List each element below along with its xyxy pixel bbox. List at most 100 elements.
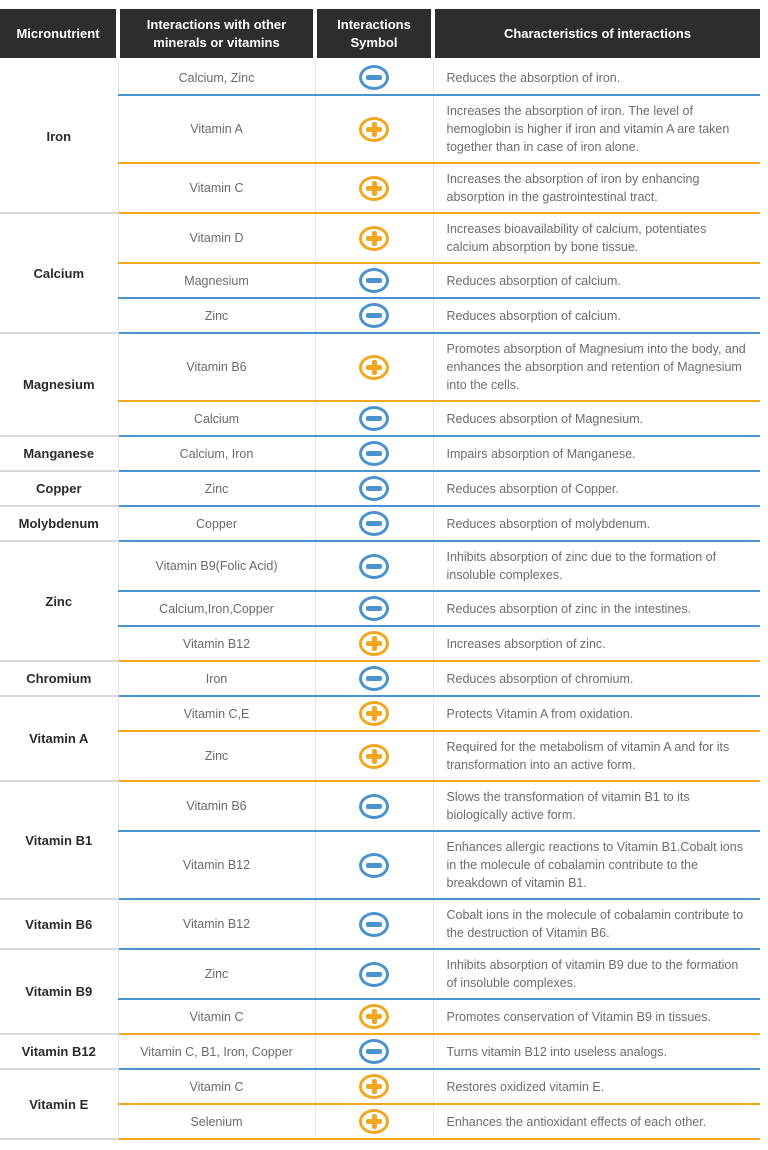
symbol-cell xyxy=(314,401,433,438)
micronutrient-cell: Vitamin B1 xyxy=(0,781,118,901)
characteristic-cell: Cobalt ions in the molecule of cobalamin… xyxy=(432,899,760,951)
interaction-cell: Vitamin C xyxy=(117,999,315,1036)
plus-circle-icon xyxy=(359,701,389,727)
table-row: Molybdenum Copper Reduces absorption of mo… xyxy=(0,506,760,543)
table-row: Vitamin A Increases the absorption of iro… xyxy=(0,95,760,165)
minus-circle-icon xyxy=(359,406,389,432)
interaction-cell: Vitamin B12 xyxy=(117,899,315,951)
column-header-characteristics: Characteristics of interactions xyxy=(431,9,760,62)
interaction-cell: Vitamin C,E xyxy=(117,696,315,733)
characteristic-cell: Slows the transformation of vitamin B1 t… xyxy=(432,781,760,833)
symbol-cell xyxy=(314,949,433,1001)
micronutrient-cell: Vitamin B12 xyxy=(0,1034,118,1071)
characteristic-cell: Enhances allergic reactions to Vitamin B… xyxy=(432,831,760,901)
interaction-cell: Magnesium xyxy=(117,263,315,300)
table-row: Magnesium Vitamin B6 Promotes absorption o… xyxy=(0,333,760,438)
symbol-cell xyxy=(314,626,433,663)
micronutrient-cell: Calcium xyxy=(0,213,118,335)
characteristic-cell: Increases bioavailability of calcium, po… xyxy=(432,213,760,265)
micronutrient-cell: Iron xyxy=(0,59,118,215)
minus-circle-icon xyxy=(359,511,389,537)
symbol-cell xyxy=(314,591,433,628)
characteristic-cell: Enhances the antioxidant effects of each… xyxy=(432,1104,760,1141)
characteristic-cell: Reduces absorption of chromium. xyxy=(432,661,760,698)
minus-circle-icon xyxy=(359,441,389,467)
interaction-cell: Vitamin A xyxy=(117,95,315,165)
table-row: Chromium Iron Reduces absorption of chromi… xyxy=(0,661,760,698)
characteristic-cell: Increases absorption of zinc. xyxy=(432,626,760,663)
column-header-micronutrient: Micronutrient xyxy=(0,9,118,62)
minus-circle-icon xyxy=(359,961,389,987)
table-row: Iron Calcium, Zinc Reduces the absorption … xyxy=(0,59,760,215)
minus-circle-icon xyxy=(359,666,389,692)
symbol-cell xyxy=(314,59,433,97)
interaction-cell: Zinc xyxy=(117,298,315,335)
symbol-cell xyxy=(314,263,433,300)
interaction-cell: Vitamin C, B1, Iron, Copper xyxy=(117,1034,315,1071)
table-row: Magnesium Reduces absorption of calcium. xyxy=(0,263,760,300)
interaction-cell: Vitamin B12 xyxy=(117,831,315,901)
interaction-cell: Selenium xyxy=(117,1104,315,1141)
symbol-cell xyxy=(314,1034,433,1071)
symbol-cell xyxy=(314,213,433,265)
characteristic-cell: Required for the metabolism of vitamin A… xyxy=(432,731,760,783)
micronutrient-cell: Molybdenum xyxy=(0,506,118,543)
characteristic-cell: Reduces absorption of calcium. xyxy=(432,298,760,335)
micronutrient-cell: Chromium xyxy=(0,661,118,698)
minus-circle-icon xyxy=(359,596,389,622)
plus-circle-icon xyxy=(359,1109,389,1135)
table-row: Vitamin B6 Vitamin B12 Cobalt ions in the … xyxy=(0,899,760,951)
table-header: Micronutrient Interactions with other min… xyxy=(0,9,760,62)
interaction-cell: Vitamin B6 xyxy=(117,333,315,403)
plus-circle-icon xyxy=(359,354,389,380)
table-row: Vitamin B12 Vitamin C, B1, Iron, Copper Tu… xyxy=(0,1034,760,1071)
plus-circle-icon xyxy=(359,116,389,142)
minus-circle-icon xyxy=(359,65,389,91)
table-row: Calcium Reduces absorption of Magnesium. xyxy=(0,401,760,438)
symbol-cell xyxy=(314,999,433,1036)
characteristic-cell: Inhibits absorption of zinc due to the f… xyxy=(432,541,760,593)
characteristic-cell: Reduces absorption of molybdenum. xyxy=(432,506,760,543)
minus-circle-icon xyxy=(359,303,389,329)
symbol-cell xyxy=(314,661,433,698)
symbol-cell xyxy=(314,696,433,733)
table-row: Vitamin A Vitamin C,E Protects Vitamin A f… xyxy=(0,696,760,783)
characteristic-cell: Reduces absorption of Copper. xyxy=(432,471,760,508)
characteristic-cell: Reduces absorption of calcium. xyxy=(432,263,760,300)
table-row: Calcium Vitamin D Increases bioavailabilit… xyxy=(0,213,760,335)
plus-circle-icon xyxy=(359,1074,389,1100)
symbol-cell xyxy=(314,163,433,215)
table-row: Vitamin B1 Vitamin B6 Slows the transforma… xyxy=(0,781,760,901)
minus-circle-icon xyxy=(359,553,389,579)
symbol-cell xyxy=(314,831,433,901)
plus-circle-icon xyxy=(359,743,389,769)
micronutrient-cell: Vitamin E xyxy=(0,1069,118,1141)
minus-circle-icon xyxy=(359,852,389,878)
interaction-cell: Zinc xyxy=(117,471,315,508)
minus-circle-icon xyxy=(359,911,389,937)
micronutrient-cell: Copper xyxy=(0,471,118,508)
micronutrient-cell: Manganese xyxy=(0,436,118,473)
header-row: Micronutrient Interactions with other min… xyxy=(0,9,760,62)
symbol-cell xyxy=(314,95,433,165)
column-header-interactions: Interactions with other minerals or vita… xyxy=(116,9,315,62)
characteristic-cell: Reduces the absorption of iron. xyxy=(432,59,760,97)
table-row: Vitamin E Vitamin C Restores oxidized vita… xyxy=(0,1069,760,1141)
characteristic-cell: Reduces absorption of Magnesium. xyxy=(432,401,760,438)
symbol-cell xyxy=(314,899,433,951)
characteristic-cell: Turns vitamin B12 into useless analogs. xyxy=(432,1034,760,1071)
table-row: Vitamin B12 Enhances allergic reactions t… xyxy=(0,831,760,901)
characteristic-cell: Promotes absorption of Magnesium into th… xyxy=(432,333,760,403)
symbol-cell xyxy=(314,471,433,508)
interaction-cell: Vitamin B12 xyxy=(117,626,315,663)
interaction-cell: Vitamin C xyxy=(117,1069,315,1106)
micronutrient-cell: Zinc xyxy=(0,541,118,663)
interaction-cell: Calcium, Iron xyxy=(117,436,315,473)
micronutrient-cell: Vitamin A xyxy=(0,696,118,783)
symbol-cell xyxy=(314,298,433,335)
table-row: Zinc Vitamin B9(Folic Acid) Inhibits absor… xyxy=(0,541,760,663)
interaction-cell: Iron xyxy=(117,661,315,698)
micronutrient-interactions-table: Micronutrient Interactions with other min… xyxy=(0,9,760,1141)
characteristic-cell: Inhibits absorption of vitamin B9 due to… xyxy=(432,949,760,1001)
